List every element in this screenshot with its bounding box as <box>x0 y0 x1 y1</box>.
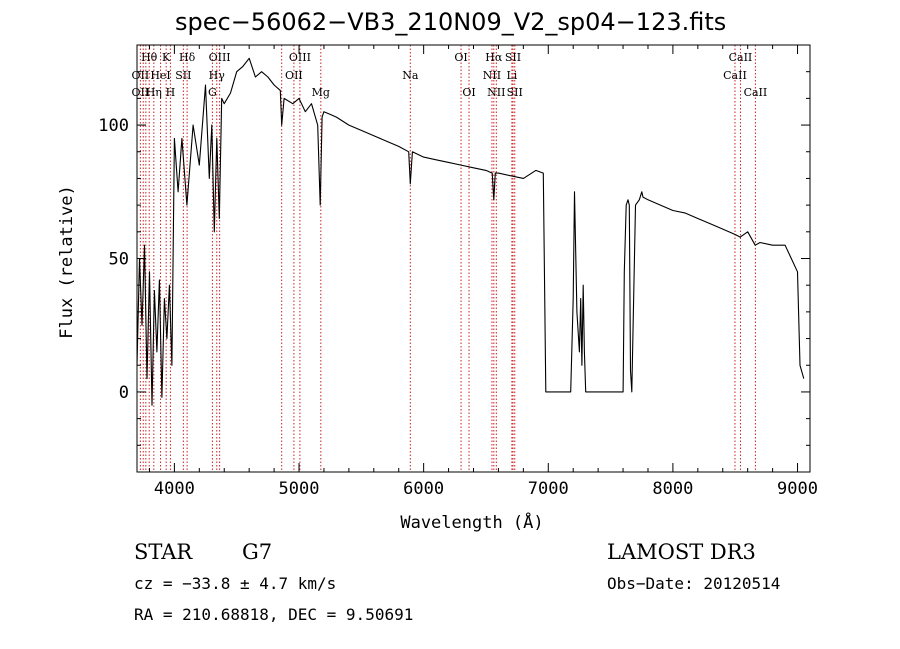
annotation-label: H <box>166 86 176 99</box>
x-tick-label: 9000 <box>777 479 818 499</box>
annotation-label: SII <box>507 86 523 99</box>
annotation-label: OII <box>132 86 150 99</box>
x-tick-label: 4000 <box>154 479 195 499</box>
x-tick-label: 5000 <box>279 479 320 499</box>
x-tick-label: 8000 <box>652 479 693 499</box>
annotation-label: OI <box>454 51 467 64</box>
plot-frame <box>136 44 811 473</box>
line-markers <box>139 45 756 472</box>
coordinates: RA = 210.68818, DEC = 9.50691 <box>134 605 414 624</box>
x-axis-label: Wavelength (Å) <box>400 511 543 533</box>
annotation-label: OIII <box>209 51 231 64</box>
y-tick-label: 100 <box>98 116 129 136</box>
spectrum-line <box>136 57 805 406</box>
y-tick-label: 50 <box>109 250 129 270</box>
spectral-subclass: G7 <box>242 540 273 564</box>
annotation-label: Hθ <box>141 51 158 64</box>
spectrum-line-group <box>136 57 805 406</box>
annotation-label: OIII <box>289 51 311 64</box>
annotation-label: CaII <box>729 51 753 64</box>
annotation-label: HeI <box>150 69 170 82</box>
y-tick-label: 0 <box>119 383 129 403</box>
y-axis-label: Flux (relative) <box>57 185 77 339</box>
x-axis-ticks: 4000 5000 6000 7000 8000 9000 <box>148 45 818 499</box>
x-tick-label: 7000 <box>528 479 569 499</box>
annotation-label: Hδ <box>179 51 196 64</box>
annotation-label: Li <box>506 69 517 82</box>
annotation-label: OII <box>132 69 150 82</box>
annotation-label: CaII <box>744 86 768 99</box>
annotation-label: Hγ <box>209 69 226 82</box>
annotation-label: OI <box>462 86 475 99</box>
x-tick-label: 6000 <box>403 479 444 499</box>
annotation-label: NII <box>487 86 505 99</box>
object-class: STAR <box>134 540 193 564</box>
survey-name: LAMOST DR3 <box>607 540 756 564</box>
redshift-text: cz = −33.8 ± 4.7 km/s <box>134 574 337 593</box>
annotation-label: K <box>162 51 171 64</box>
annotation-label: SII <box>505 51 521 64</box>
y-axis-ticks: 0 50 100 <box>98 71 810 446</box>
annotation-label: Mg <box>312 86 330 99</box>
observation-date: Obs−Date: 20120514 <box>607 574 781 593</box>
annotation-label: CaII <box>723 69 747 82</box>
annotation-label: OII <box>285 69 303 82</box>
annotation-label: Na <box>402 69 419 82</box>
annotation-label: G <box>208 86 217 99</box>
annotation-label: SII <box>175 69 191 82</box>
chart-title: spec−56062−VB3_210N09_V2_sp04−123.fits <box>175 8 727 36</box>
annotation-label: Hα <box>485 51 503 64</box>
annotation-label: NII <box>483 69 501 82</box>
annotation-label: Hη <box>146 86 162 99</box>
